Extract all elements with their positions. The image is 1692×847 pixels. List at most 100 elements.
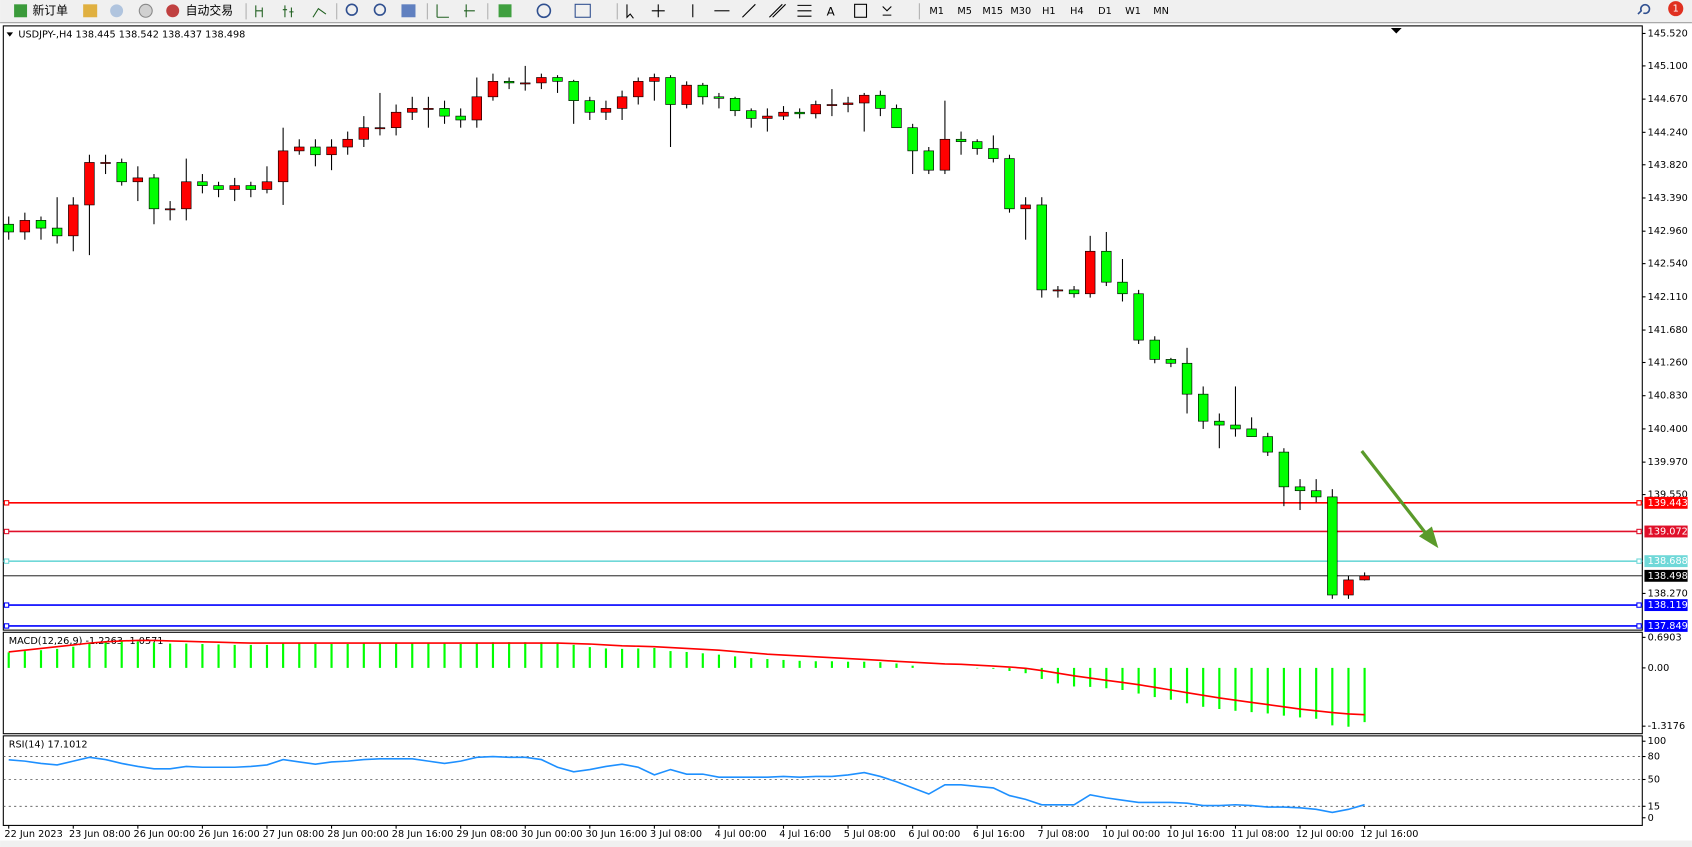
label-tool[interactable]: [854, 3, 868, 18]
icon[interactable]: [110, 4, 124, 18]
y-tick-label: 141.680: [1648, 325, 1688, 336]
text-tool[interactable]: A: [827, 4, 836, 18]
candle-body: [1004, 158, 1015, 210]
candle-body: [1246, 428, 1257, 437]
level-handle: [3, 558, 10, 564]
x-tick-label: 22 Jun 2023: [4, 829, 62, 840]
icon[interactable]: [312, 7, 327, 18]
indicators[interactable]: [498, 4, 512, 18]
candle-body: [1165, 359, 1177, 364]
x-tick-label: 4 Jul 16:00: [779, 829, 831, 840]
candle-body: [164, 208, 176, 211]
timeframe-button[interactable]: H1: [1042, 6, 1055, 17]
x-tick-label: 30 Jun 16:00: [585, 829, 647, 840]
y-tick-label: 139.550: [1648, 490, 1688, 501]
icon[interactable]: [436, 4, 449, 18]
candle-body: [1052, 289, 1064, 292]
timeframe-button[interactable]: D1: [1098, 6, 1112, 17]
signal-line: [8, 639, 1365, 716]
y-tick-label: 140.830: [1648, 391, 1688, 402]
icon[interactable]: [255, 5, 263, 18]
level-handle: [1636, 602, 1642, 608]
fibo-tool[interactable]: [797, 4, 812, 17]
cursor-tool[interactable]: [626, 4, 634, 19]
candle-body: [842, 102, 854, 105]
y-tick-label: 143.820: [1648, 160, 1688, 171]
icon[interactable]: [138, 3, 153, 18]
timeframe-button[interactable]: M15: [982, 6, 1003, 17]
y-tick-label: 50: [1648, 774, 1660, 785]
candle-body: [1343, 579, 1354, 596]
candle-body: [342, 138, 353, 148]
channel-tool[interactable]: [769, 3, 786, 18]
candle-body: [875, 94, 886, 109]
candle-body: [1230, 424, 1241, 430]
templates[interactable]: [574, 3, 591, 18]
auto-trading-button[interactable]: 自动交易: [166, 3, 233, 17]
candle-body: [455, 115, 466, 121]
candle-body: [1214, 420, 1225, 426]
candle-body: [907, 127, 918, 152]
candle-body: [1262, 436, 1273, 453]
icon[interactable]: [83, 4, 98, 18]
auto-trading-label: 自动交易: [186, 3, 233, 17]
candle-body: [181, 181, 192, 210]
timeframe-button[interactable]: M5: [957, 6, 972, 17]
tile-windows[interactable]: [401, 4, 416, 18]
level-label-bg: [1644, 496, 1688, 509]
y-tick-label: 142.110: [1648, 292, 1688, 303]
icon[interactable]: [282, 5, 294, 18]
zoom-in[interactable]: [345, 3, 359, 16]
candle-body: [713, 96, 725, 99]
zoom-out[interactable]: [373, 3, 387, 16]
rsi-line: [8, 755, 1365, 814]
candle-body: [794, 111, 805, 115]
crosshair-tool[interactable]: [651, 4, 665, 18]
symbol-menu[interactable]: [6, 32, 14, 37]
timeframe-button[interactable]: W1: [1125, 6, 1141, 17]
candle-body: [277, 150, 289, 183]
icon[interactable]: [464, 4, 475, 18]
timeframe-button[interactable]: M30: [1010, 6, 1031, 17]
level-label: 138.119: [1648, 600, 1688, 611]
y-tick-label: 142.540: [1648, 259, 1688, 270]
y-tick-label: 80: [1648, 752, 1660, 763]
x-tick-label: 10 Jul 00:00: [1102, 829, 1160, 840]
timeframe-button[interactable]: H4: [1070, 6, 1083, 17]
x-tick-label: 29 Jun 08:00: [456, 829, 518, 840]
x-tick-label: 27 Jun 08:00: [263, 829, 325, 840]
y-tick-label: 0.6903: [1648, 632, 1682, 643]
x-tick-label: 6 Jul 00:00: [908, 829, 960, 840]
x-tick-label: 3 Jul 08:00: [650, 829, 702, 840]
trendline-tool[interactable]: [742, 3, 756, 18]
status-strip: [0, 840, 1692, 847]
candle-body: [939, 138, 951, 171]
candle-body: [746, 110, 757, 119]
candle-body: [116, 162, 127, 183]
arrow-shaft: [1360, 450, 1432, 540]
timeframe-button[interactable]: M1: [929, 6, 944, 17]
y-tick-label: 144.670: [1648, 94, 1688, 105]
candle-body: [1085, 250, 1096, 295]
notification-badge[interactable]: [1668, 1, 1684, 17]
candle-body: [681, 84, 692, 105]
candle-body: [1020, 204, 1031, 210]
notification-count: 1: [1673, 4, 1679, 15]
candle-body: [859, 94, 870, 104]
candle-body: [245, 185, 257, 190]
level-handle: [3, 528, 10, 535]
candle-body: [503, 81, 515, 84]
candle-body: [1101, 250, 1112, 283]
x-tick-label: 26 Jun 16:00: [198, 829, 260, 840]
candle-body: [19, 220, 31, 233]
arrows-tool[interactable]: [882, 6, 892, 16]
new-order-button[interactable]: 新订单: [14, 3, 68, 17]
search[interactable]: [1637, 3, 1651, 15]
candle-body: [68, 204, 79, 237]
periods[interactable]: [536, 3, 552, 19]
candle-body: [810, 104, 821, 115]
candle-body: [326, 146, 337, 156]
timeframe-button[interactable]: MN: [1153, 6, 1169, 17]
candle-body: [1036, 204, 1047, 291]
candle-body: [649, 77, 660, 82]
